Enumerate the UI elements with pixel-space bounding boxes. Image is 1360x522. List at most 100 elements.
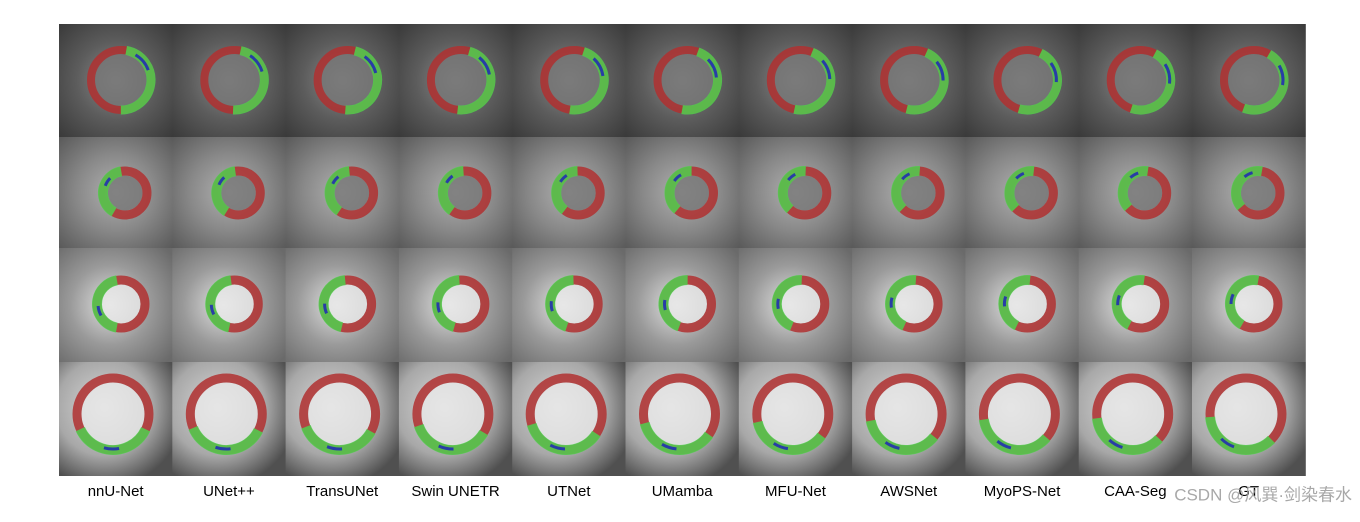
segment-arc	[539, 45, 609, 115]
mri-slice	[59, 362, 173, 476]
segment-arc	[982, 377, 1056, 451]
segment-arc	[895, 170, 941, 216]
blood-pool	[81, 382, 145, 446]
segment-arc	[643, 377, 716, 451]
segment-arc	[998, 275, 1057, 333]
blood-pool	[661, 54, 714, 106]
segment-arc	[92, 275, 150, 333]
segment-arc	[298, 373, 381, 455]
mri-slice	[965, 362, 1080, 476]
mri-slice	[59, 248, 173, 362]
mri-slice	[59, 24, 173, 137]
segment-arc	[1091, 373, 1174, 455]
column-label: MyoPS-Net	[984, 483, 1062, 500]
column-label: Swin UNETR	[411, 483, 500, 500]
mri-slice	[512, 137, 626, 248]
blood-pool	[900, 175, 936, 211]
segment-arc	[96, 279, 146, 329]
blood-pool	[781, 284, 821, 324]
blood-pool	[987, 382, 1051, 446]
segment-arc	[1002, 279, 1052, 329]
blood-pool	[1228, 54, 1280, 106]
segment-arc	[751, 373, 834, 455]
segment-arc	[529, 377, 603, 451]
blood-pool	[888, 54, 941, 106]
segment-arc	[658, 275, 717, 333]
blood-pool	[321, 54, 374, 106]
blood-pool	[447, 175, 483, 211]
blood-pool	[220, 175, 256, 211]
mri-slice	[852, 137, 966, 248]
segment-arc	[1224, 275, 1283, 333]
blood-pool	[194, 382, 258, 446]
blood-pool	[560, 175, 596, 211]
blood-pool	[1214, 382, 1278, 446]
mri-slice	[512, 248, 626, 362]
blood-pool	[787, 175, 823, 211]
mri-slice	[512, 24, 626, 137]
mri-slice	[738, 362, 853, 476]
mri-slice	[738, 248, 853, 362]
segment-arc	[885, 275, 944, 333]
segment-arc	[209, 279, 259, 329]
segment-arc	[1209, 377, 1283, 451]
blood-pool	[1121, 284, 1161, 324]
segment-arc	[303, 377, 377, 451]
mri-slice	[398, 362, 513, 476]
segment-arc	[996, 49, 1058, 111]
mri-slice	[1192, 24, 1306, 137]
segment-arc	[71, 373, 154, 455]
segment-arc	[205, 275, 264, 333]
blood-pool	[1013, 175, 1049, 211]
segment-arc	[883, 49, 945, 111]
blood-pool	[434, 54, 487, 106]
blood-pool	[1240, 175, 1276, 211]
mri-slice	[965, 24, 1080, 137]
segment-arc	[549, 279, 599, 329]
segment-arc	[555, 170, 601, 216]
blood-pool	[1001, 54, 1054, 106]
segment-arc	[90, 49, 152, 111]
segment-arc	[329, 170, 375, 216]
segment-arc	[653, 45, 722, 115]
segment-arc	[978, 373, 1061, 455]
segment-arc	[442, 170, 488, 216]
segment-arc	[770, 49, 832, 111]
column-label: UTNet	[547, 483, 591, 500]
blood-pool	[774, 54, 827, 106]
segment-arc	[76, 377, 150, 451]
segment-arc	[317, 49, 379, 111]
mri-slice	[625, 137, 740, 248]
segment-arc	[1223, 49, 1285, 111]
segment-arc	[318, 275, 377, 333]
segment-arc	[1111, 275, 1170, 333]
mri-slice	[1078, 24, 1193, 137]
blood-pool	[1127, 175, 1163, 211]
blood-pool	[421, 382, 485, 446]
segment-arc	[1008, 170, 1054, 216]
mri-slice	[285, 362, 400, 476]
blood-pool	[894, 284, 934, 324]
segment-arc	[1096, 377, 1170, 451]
mri-slice	[625, 24, 740, 137]
blood-pool	[761, 382, 825, 446]
blood-pool	[334, 175, 370, 211]
blood-pool	[1234, 284, 1274, 324]
mri-slice	[738, 137, 853, 248]
blood-pool	[554, 284, 594, 324]
segment-arc	[430, 49, 492, 111]
segment-arc	[663, 279, 713, 329]
segment-arc	[1205, 373, 1287, 455]
segment-arc	[431, 275, 490, 333]
mri-slice	[852, 362, 966, 476]
segment-arc	[426, 45, 496, 115]
segment-arc	[215, 170, 261, 216]
blood-pool	[328, 284, 368, 324]
column-label: CAA-Seg	[1104, 483, 1167, 500]
segment-arc	[889, 279, 939, 329]
column-label: UMamba	[652, 483, 714, 500]
segment-arc	[416, 377, 490, 451]
segment-arc	[1116, 279, 1166, 329]
segment-arc	[657, 49, 718, 111]
mri-slice	[172, 362, 287, 476]
